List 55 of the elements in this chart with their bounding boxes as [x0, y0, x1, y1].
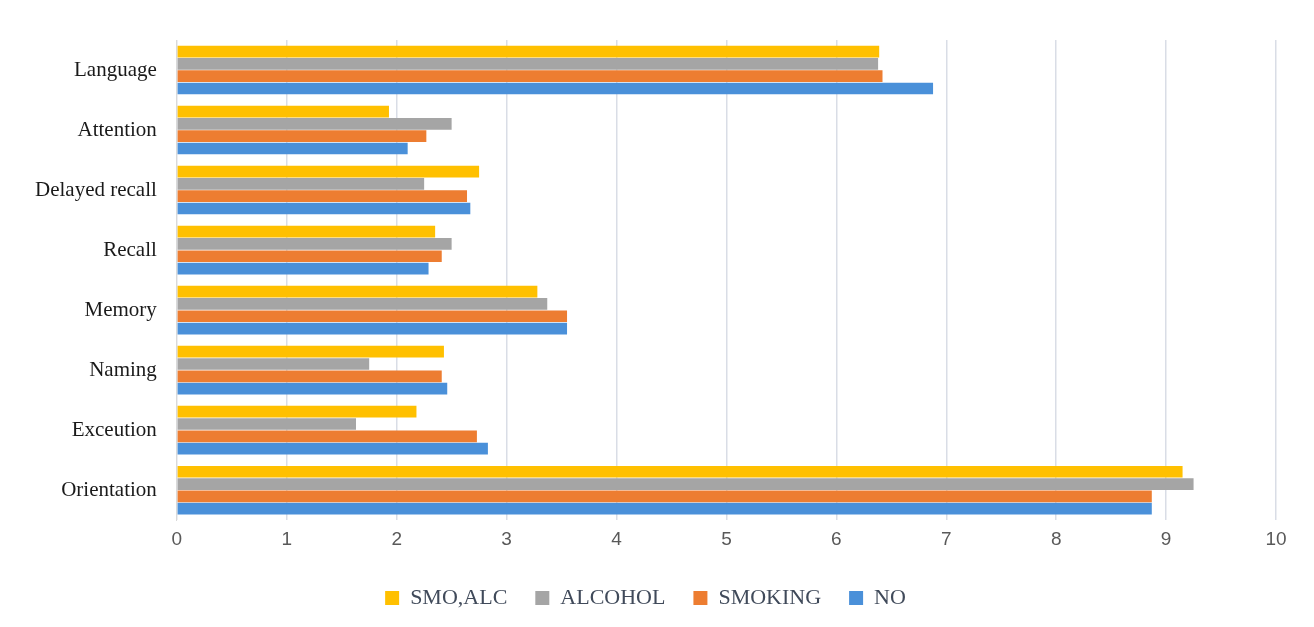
bar — [177, 118, 452, 130]
legend-label: ALCOHOL — [560, 583, 666, 609]
bar — [177, 142, 408, 155]
bar — [177, 190, 468, 203]
legend-label: SMOKING — [718, 583, 822, 609]
x-tick-label: 0 — [171, 527, 183, 549]
bar — [177, 262, 429, 275]
bar — [177, 405, 417, 418]
bar — [177, 345, 444, 358]
bar — [177, 250, 442, 263]
x-tick-label: 5 — [721, 527, 732, 549]
bar — [177, 382, 448, 395]
x-tick-label: 1 — [281, 527, 293, 549]
legend-label: NO — [874, 583, 906, 609]
x-tick-label: 2 — [391, 527, 402, 549]
bar — [177, 370, 442, 383]
y-tick-label: Orientation — [61, 476, 158, 501]
bar — [177, 202, 471, 215]
x-tick-label: 4 — [611, 527, 623, 549]
bar — [177, 70, 883, 83]
x-tick-label: 7 — [940, 527, 952, 549]
bar — [177, 82, 934, 95]
x-tick-label: 6 — [831, 527, 842, 549]
y-tick-label: Exceution — [71, 416, 158, 441]
legend-label: SMO,ALC — [410, 583, 508, 609]
bar — [177, 165, 480, 178]
bar — [177, 178, 425, 190]
x-tick-label: 3 — [501, 527, 512, 549]
y-tick-label: Attention — [77, 116, 158, 141]
bar — [177, 490, 1152, 503]
bar — [177, 418, 356, 430]
x-tick-label: 8 — [1050, 527, 1062, 549]
bar — [177, 45, 880, 58]
y-tick-label: Recall — [103, 236, 157, 261]
y-tick-label: Memory — [84, 296, 158, 321]
bar — [177, 225, 436, 238]
x-tick-label: 9 — [1160, 527, 1172, 549]
y-tick-label: Language — [74, 56, 157, 81]
bar — [177, 310, 568, 323]
bar — [177, 358, 370, 370]
y-tick-label: Delayed recall — [34, 176, 157, 201]
y-tick-label: Naming — [89, 356, 158, 381]
bar — [177, 238, 452, 250]
bar — [177, 442, 488, 455]
bar — [177, 298, 548, 310]
x-tick-label: 10 — [1265, 527, 1287, 549]
bar — [177, 502, 1152, 515]
bar — [177, 478, 1194, 490]
bar — [177, 322, 568, 335]
bar — [177, 105, 389, 118]
bar — [177, 130, 427, 143]
bar — [177, 430, 477, 443]
bar — [177, 58, 879, 70]
bar — [177, 465, 1183, 478]
bar — [177, 285, 538, 298]
